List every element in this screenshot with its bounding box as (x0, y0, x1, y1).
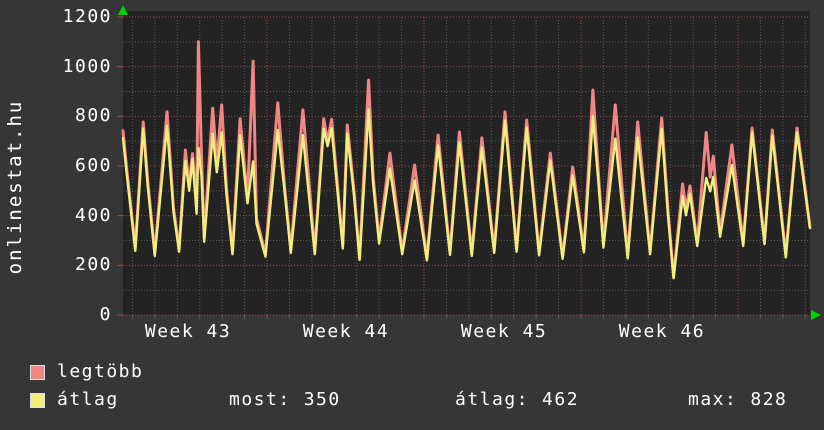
x-tick-label-week-46: Week 46 (618, 321, 706, 342)
chart-plot (117, 5, 821, 320)
stat-atlag: átlag: 462 (455, 390, 579, 410)
stat-max: max: 828 (688, 390, 787, 410)
stat-max-label: max: (688, 389, 738, 410)
x-tick-label-week-44: Week 44 (302, 321, 390, 342)
x-tick-label-week-45: Week 45 (460, 321, 548, 342)
stat-most-value: 350 (303, 389, 341, 410)
y-tick-label-1000: 1000 (62, 55, 112, 77)
stat-most: most: 350 (229, 390, 341, 410)
x-axis-arrow-icon (811, 310, 821, 320)
stat-atlag-label: átlag: (455, 389, 530, 410)
legend-swatch-atlag (30, 393, 45, 408)
y-tick-label-600: 600 (74, 155, 112, 176)
y-tick-label-200: 200 (74, 254, 112, 276)
y-axis-arrow-icon (118, 5, 128, 15)
legend-label-atlag: átlag (57, 389, 119, 410)
legend-label-legtobb: legtöbb (57, 361, 144, 382)
legend-swatch-legtobb (30, 365, 45, 380)
stat-max-value: 828 (750, 389, 788, 410)
series-line-atlag (121, 108, 812, 280)
stat-atlag-value: 462 (542, 389, 580, 410)
y-tick-label-0: 0 (99, 304, 112, 325)
y-tick-label-800: 800 (74, 105, 112, 127)
stat-most-label: most: (229, 389, 291, 410)
y-tick-label-400: 400 (74, 204, 112, 226)
y-tick-label-1200: 1200 (62, 6, 112, 27)
x-tick-label-week-43: Week 43 (144, 321, 232, 342)
